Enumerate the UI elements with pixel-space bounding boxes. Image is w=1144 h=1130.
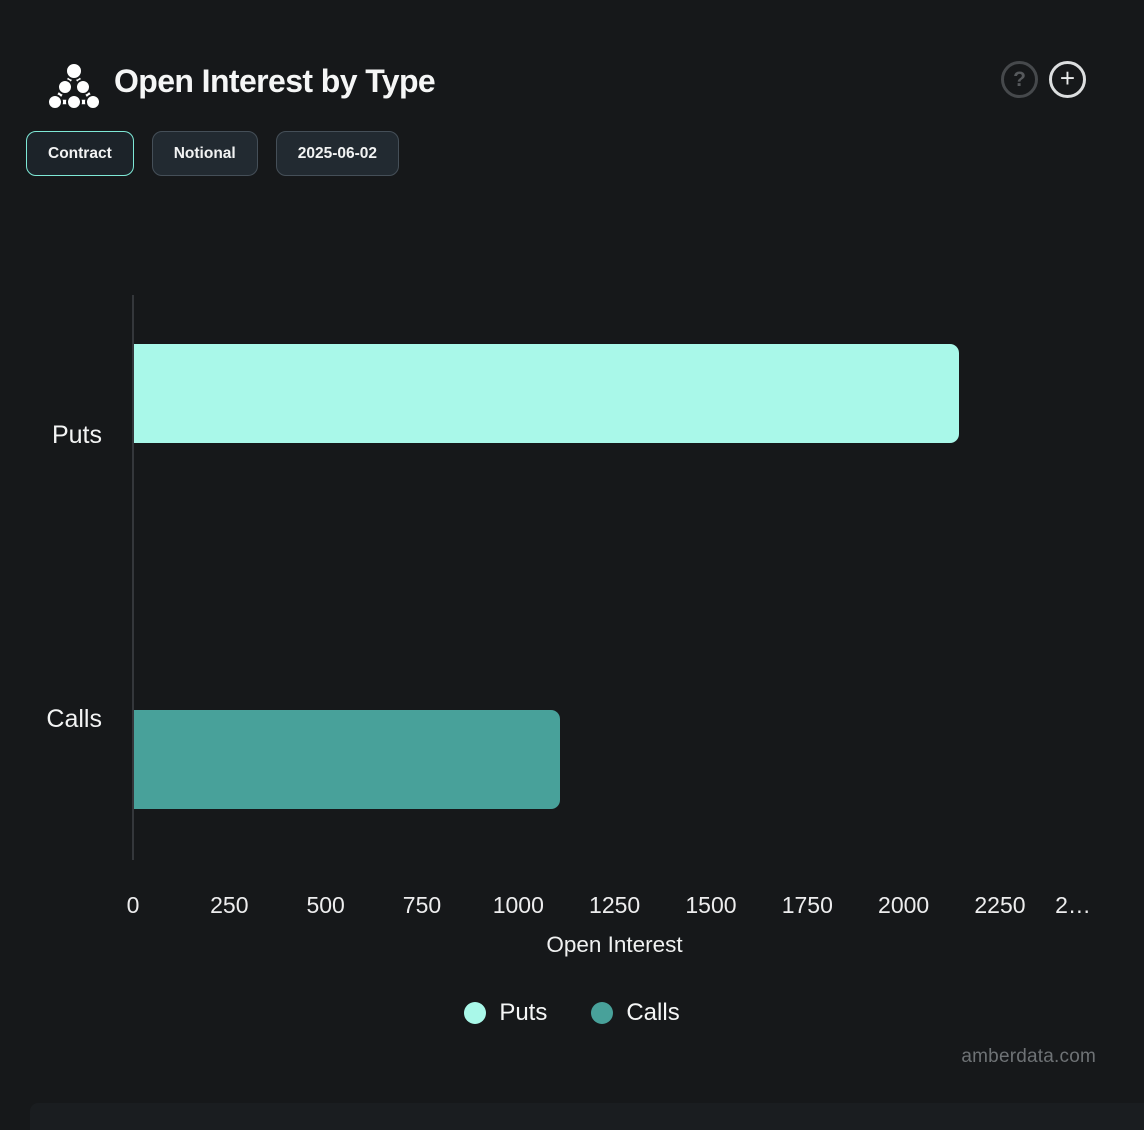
footer-strip — [30, 1103, 1144, 1130]
legend-item-calls[interactable]: Calls — [591, 999, 680, 1027]
puts-legend-label: Puts — [499, 999, 548, 1026]
amberdata-logo — [47, 62, 101, 110]
toolbar: Contract Notional 2025-06-02 — [26, 131, 400, 176]
x-tick-label: 2000 — [878, 892, 930, 918]
puts-legend-dot — [464, 1002, 487, 1024]
x-tick-label: 1000 — [492, 892, 544, 918]
amberdata-watermark: amberdata.com — [961, 1046, 1096, 1067]
y-axis-line — [132, 295, 134, 860]
legend-item-puts[interactable]: Puts — [464, 999, 547, 1027]
x-tick-label: 250 — [210, 892, 249, 918]
add-icon[interactable]: + — [1049, 61, 1086, 98]
x-tick-label: 1500 — [685, 892, 737, 918]
calls-legend-label: Calls — [626, 999, 680, 1026]
notional-toggle-button[interactable]: Notional — [151, 131, 258, 176]
y-category-label-calls: Calls — [46, 705, 102, 733]
help-icon[interactable]: ? — [1001, 61, 1038, 98]
calls-bar[interactable] — [134, 710, 561, 809]
y-category-label-puts: Puts — [51, 421, 102, 449]
x-axis-title: Open Interest — [546, 932, 683, 957]
puts-bar[interactable] — [134, 344, 959, 443]
date-picker-button[interactable]: 2025-06-02 — [275, 131, 400, 176]
x-tick-label: 1750 — [781, 892, 833, 918]
x-tick-label: 2250 — [974, 892, 1026, 918]
contract-toggle-button[interactable]: Contract — [26, 131, 134, 176]
x-tick-label: 0 — [126, 892, 140, 918]
x-tick-label: 1250 — [589, 892, 641, 918]
x-axis-tick-labels: 0 250 500 750 1000 1250 1500 1750 2000 2250 2… — [0, 892, 1144, 922]
x-tick-label: 750 — [402, 892, 442, 918]
legend: Puts Calls — [0, 999, 1144, 1027]
x-tick-label: 2… — [1055, 892, 1091, 918]
x-tick-label: 500 — [306, 892, 345, 918]
page-title: Open Interest by Type — [114, 63, 436, 99]
calls-legend-dot — [591, 1002, 614, 1024]
